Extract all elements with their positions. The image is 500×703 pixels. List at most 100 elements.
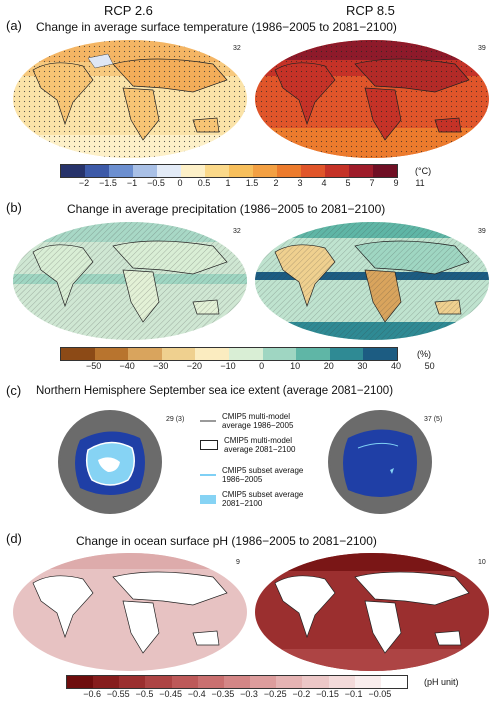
colorbar-tick-label: 7: [369, 178, 375, 188]
panel-b-title: Change in average precipitation (1986−20…: [67, 202, 386, 216]
colorbar-cell: [133, 165, 157, 177]
precipitation-map-rcp85: [255, 222, 489, 340]
legend-label-3: CMIP5 subset average 1986−2005: [222, 466, 304, 484]
colorbar-cell: [349, 165, 373, 177]
colorbar-cell: [253, 165, 277, 177]
colorbar-tick-label: −2: [78, 178, 90, 188]
column-heading-rcp26: RCP 2.6: [104, 3, 153, 18]
temperature-map-rcp26: [13, 40, 247, 158]
colorbar-cell: [128, 348, 162, 360]
colorbar-tick-label: −50: [85, 361, 102, 371]
colorbar-tick-label: 1: [225, 178, 231, 188]
colorbar-tick-label: −0.25: [263, 689, 287, 699]
colorbar-cell: [93, 676, 120, 688]
colorbar-tick-label: −0.3: [240, 689, 258, 699]
model-count-c-left: 29 (3): [166, 416, 185, 423]
colorbar-tick-label: −0.6: [83, 689, 102, 699]
colorbar-tick-label: 40: [390, 361, 402, 371]
colorbar-cell: [61, 348, 95, 360]
panel-d-title: Change in ocean surface pH (1986−2005 to…: [76, 534, 377, 548]
model-count-a-right: 39: [478, 45, 486, 52]
colorbar-tick-label: −0.55: [106, 689, 130, 699]
colorbar-cell: [301, 165, 325, 177]
colorbar-cell: [325, 165, 349, 177]
colorbar-cell: [328, 676, 355, 688]
ph-colorbar: [66, 675, 408, 689]
colorbar-tick-label: 2: [273, 178, 279, 188]
precipitation-map-rcp26: [13, 222, 247, 340]
legend-label-4: CMIP5 subset average 2081−2100: [222, 490, 304, 508]
colorbar-tick-label: −40: [119, 361, 135, 371]
colorbar-tick-label: 9: [393, 178, 399, 188]
colorbar-tick-label: 0: [177, 178, 183, 188]
colorbar-cell: [277, 165, 301, 177]
colorbar-cell: [161, 348, 196, 360]
colorbar-tick-label: −1: [126, 178, 138, 188]
model-count-d-left: 9: [236, 559, 240, 566]
temperature-unit: (°C): [415, 166, 432, 176]
legend-item-1: CMIP5 multi-model average 1986−2005: [200, 412, 304, 430]
colorbar-tick-label: −0.4: [187, 689, 206, 699]
colorbar-tick-label: −30: [153, 361, 169, 371]
panel-c-letter: (c): [6, 383, 22, 398]
precipitation-colorbar: [60, 347, 398, 361]
colorbar-cell: [195, 348, 229, 360]
colorbar-tick-label: 1.5: [245, 178, 259, 188]
colorbar-tick-label: −0.35: [211, 689, 235, 699]
ph-unit: (pH unit): [424, 677, 459, 687]
colorbar-cell: [329, 348, 364, 360]
colorbar-cell: [94, 348, 129, 360]
sea-ice-map-rcp85: [328, 410, 432, 514]
legend-item-2: CMIP5 multi-model average 2081−2100: [200, 436, 306, 454]
colorbar-cell: [276, 676, 303, 688]
colorbar-tick-label: −0.45: [159, 689, 182, 699]
colorbar-cell: [85, 165, 109, 177]
model-count-d-right: 10: [478, 559, 486, 566]
colorbar-cell: [262, 348, 297, 360]
legend-label-2: CMIP5 multi-model average 2081−2100: [224, 436, 296, 454]
colorbar-tick-label: −0.05: [368, 689, 392, 699]
legend-item-3: CMIP5 subset average 1986−2005: [200, 466, 304, 484]
colorbar-cell: [229, 165, 253, 177]
colorbar-cell: [373, 165, 397, 177]
model-count-a-left: 32: [233, 45, 241, 52]
colorbar-tick-label: 3: [297, 178, 303, 188]
colorbar-cell: [145, 676, 172, 688]
colorbar-cell: [380, 676, 408, 688]
colorbar-cell: [228, 348, 263, 360]
colorbar-cell: [181, 165, 205, 177]
legend-swatch-1: [200, 420, 216, 422]
colorbar-tick-label: 10: [290, 361, 301, 371]
colorbar-tick-label: 0.5: [197, 178, 211, 188]
colorbar-tick-label: 20: [323, 361, 334, 371]
colorbar-cell: [250, 676, 277, 688]
column-heading-rcp85: RCP 8.5: [346, 3, 395, 18]
sea-ice-map-rcp26: [58, 410, 162, 514]
legend-label-1: CMIP5 multi-model average 1986−2005: [222, 412, 294, 430]
legend-swatch-2: [200, 440, 218, 450]
colorbar-cell: [354, 676, 381, 688]
colorbar-tick-label: 11: [415, 178, 425, 188]
colorbar-tick-label: 50: [424, 361, 435, 371]
colorbar-tick-label: −20: [186, 361, 203, 371]
colorbar-tick-label: −0.2: [292, 689, 311, 699]
colorbar-cell: [109, 165, 133, 177]
colorbar-tick-label: −0.5: [147, 178, 165, 188]
ph-map-rcp26: [13, 553, 247, 671]
colorbar-tick-label: −0.15: [316, 689, 339, 699]
precipitation-unit: (%): [417, 349, 431, 359]
colorbar-cell: [296, 348, 330, 360]
colorbar-cell: [171, 676, 198, 688]
colorbar-cell: [61, 165, 85, 177]
colorbar-tick-label: 5: [345, 178, 351, 188]
colorbar-cell: [223, 676, 251, 688]
panel-c-title: Northern Hemisphere September sea ice ex…: [36, 385, 394, 397]
colorbar-cell: [119, 676, 146, 688]
colorbar-tick-label: 30: [357, 361, 368, 371]
model-count-b-left: 32: [233, 228, 241, 235]
legend-swatch-3: [200, 474, 216, 476]
legend-swatch-4: [200, 494, 216, 504]
temperature-map-rcp85: [255, 40, 489, 158]
colorbar-cell: [363, 348, 397, 360]
colorbar-cell: [205, 165, 229, 177]
